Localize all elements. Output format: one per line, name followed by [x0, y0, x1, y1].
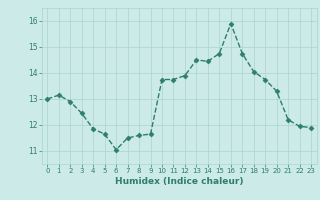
- X-axis label: Humidex (Indice chaleur): Humidex (Indice chaleur): [115, 177, 244, 186]
